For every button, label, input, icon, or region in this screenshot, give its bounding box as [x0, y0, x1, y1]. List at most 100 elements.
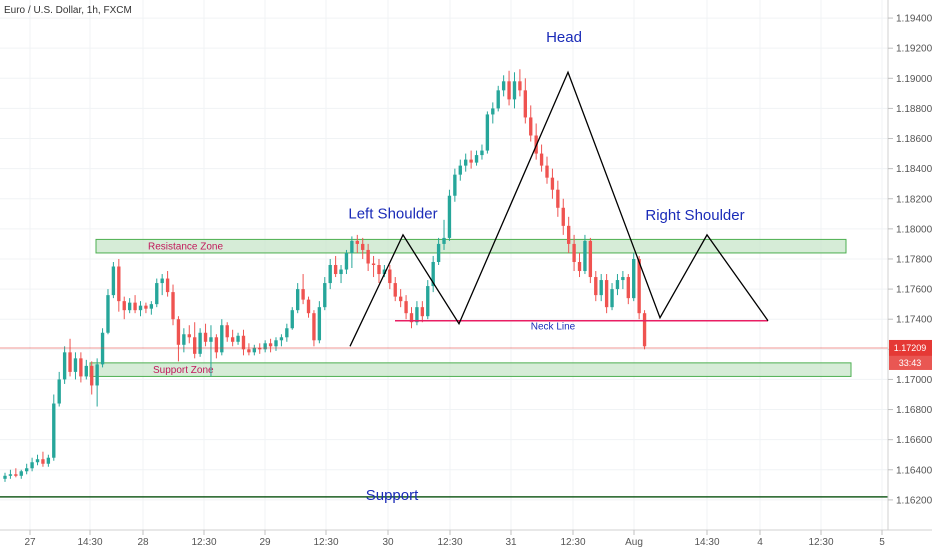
candle[interactable]	[149, 301, 154, 315]
candle[interactable]	[366, 243, 370, 272]
candle[interactable]	[236, 332, 240, 345]
candle[interactable]	[599, 274, 603, 302]
candle[interactable]	[615, 274, 620, 296]
candle[interactable]	[117, 258, 121, 312]
candle[interactable]	[35, 454, 40, 466]
candle[interactable]	[577, 252, 582, 278]
candle[interactable]	[561, 198, 565, 235]
candle[interactable]	[79, 352, 83, 383]
candle[interactable]	[203, 323, 208, 347]
candle[interactable]	[469, 150, 473, 169]
candle[interactable]	[68, 338, 72, 377]
candle[interactable]	[111, 261, 116, 299]
candle[interactable]	[225, 322, 229, 342]
candle[interactable]	[209, 325, 213, 377]
candle[interactable]	[328, 258, 332, 290]
candle[interactable]	[545, 156, 549, 184]
candle[interactable]	[333, 255, 338, 278]
candle[interactable]	[220, 319, 224, 356]
candle[interactable]	[247, 343, 251, 356]
candle[interactable]	[626, 274, 630, 305]
candle[interactable]	[377, 258, 381, 284]
candle[interactable]	[610, 283, 614, 311]
candle[interactable]	[594, 271, 598, 302]
candle[interactable]	[512, 72, 517, 109]
candle[interactable]	[198, 328, 202, 357]
candle[interactable]	[556, 180, 560, 217]
candle[interactable]	[339, 265, 343, 284]
candle[interactable]	[138, 301, 143, 317]
support-zone[interactable]	[89, 362, 852, 377]
candle[interactable]	[171, 284, 175, 326]
candle[interactable]	[398, 289, 403, 308]
candle[interactable]	[458, 159, 462, 181]
candle[interactable]	[90, 361, 94, 395]
head-and-shoulders-pattern-line[interactable]	[349, 70, 769, 347]
candle[interactable]	[295, 283, 300, 314]
candle[interactable]	[323, 277, 327, 311]
candle[interactable]	[306, 296, 311, 318]
candle[interactable]	[252, 344, 257, 356]
candle[interactable]	[14, 468, 18, 478]
candle[interactable]	[474, 150, 479, 166]
candle[interactable]	[73, 352, 78, 380]
candle[interactable]	[529, 105, 533, 142]
candle[interactable]	[30, 457, 34, 472]
candle[interactable]	[496, 85, 500, 112]
candle[interactable]	[361, 237, 365, 259]
candle[interactable]	[539, 144, 544, 172]
resistance-zone[interactable]	[95, 238, 847, 254]
candle[interactable]	[24, 463, 29, 475]
candle[interactable]	[388, 265, 392, 290]
candle[interactable]	[420, 301, 425, 323]
candle[interactable]	[46, 454, 51, 467]
candle[interactable]	[491, 102, 495, 124]
candle[interactable]	[122, 296, 126, 320]
candle[interactable]	[393, 277, 397, 302]
candle[interactable]	[518, 69, 522, 97]
candle[interactable]	[317, 301, 322, 344]
candle[interactable]	[176, 316, 181, 362]
candle[interactable]	[523, 78, 528, 124]
candle[interactable]	[632, 252, 636, 302]
candle[interactable]	[301, 274, 305, 305]
candle[interactable]	[550, 168, 555, 199]
candle[interactable]	[279, 334, 284, 347]
candle[interactable]	[642, 310, 647, 350]
candle[interactable]	[480, 144, 484, 160]
candle[interactable]	[453, 168, 457, 202]
candle[interactable]	[426, 280, 430, 320]
candle[interactable]	[409, 307, 414, 329]
candle[interactable]	[268, 338, 273, 353]
candle[interactable]	[637, 255, 641, 320]
candle[interactable]	[41, 451, 45, 467]
candle[interactable]	[344, 249, 349, 275]
candle[interactable]	[95, 358, 99, 407]
candle[interactable]	[485, 111, 490, 154]
candle[interactable]	[436, 237, 441, 265]
candle[interactable]	[404, 295, 408, 320]
candle[interactable]	[263, 340, 267, 353]
candle[interactable]	[290, 307, 294, 330]
candle[interactable]	[84, 359, 88, 380]
candle[interactable]	[214, 334, 219, 359]
candle[interactable]	[588, 237, 593, 284]
candle[interactable]	[355, 234, 359, 253]
candle[interactable]	[258, 343, 262, 354]
candle[interactable]	[350, 236, 354, 269]
candle[interactable]	[566, 216, 571, 253]
candle[interactable]	[604, 274, 609, 314]
candle[interactable]	[19, 469, 23, 479]
candle[interactable]	[3, 472, 7, 482]
candle[interactable]	[447, 189, 452, 241]
candle[interactable]	[230, 329, 235, 347]
candle[interactable]	[371, 255, 376, 278]
candle[interactable]	[8, 469, 13, 479]
candle[interactable]	[464, 153, 468, 172]
candle[interactable]	[621, 271, 625, 290]
candle[interactable]	[165, 271, 170, 297]
candle[interactable]	[572, 234, 576, 272]
candle[interactable]	[193, 322, 197, 359]
candle[interactable]	[144, 302, 148, 314]
